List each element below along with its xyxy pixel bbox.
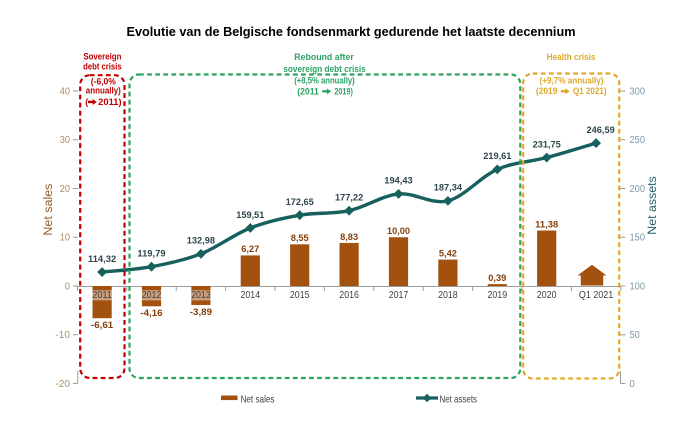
svg-text:-10: -10 bbox=[55, 330, 70, 341]
svg-text:2018: 2018 bbox=[438, 290, 458, 301]
svg-text:2011: 2011 bbox=[92, 290, 112, 301]
svg-text:2017: 2017 bbox=[389, 290, 409, 301]
svg-text:Q1 2021): Q1 2021) bbox=[573, 86, 607, 96]
svg-text:200: 200 bbox=[630, 184, 646, 195]
svg-text:2014: 2014 bbox=[241, 290, 261, 301]
svg-text:2011): 2011) bbox=[98, 97, 121, 107]
svg-text:246,59: 246,59 bbox=[587, 125, 615, 136]
svg-text:-4,16: -4,16 bbox=[140, 308, 162, 319]
svg-text:(: ( bbox=[85, 97, 88, 107]
svg-text:6,27: 6,27 bbox=[241, 244, 259, 255]
svg-text:5,42: 5,42 bbox=[439, 248, 457, 259]
svg-text:40: 40 bbox=[60, 86, 71, 97]
svg-text:187,34: 187,34 bbox=[434, 183, 463, 194]
svg-text:8,55: 8,55 bbox=[291, 233, 310, 244]
svg-text:50: 50 bbox=[630, 330, 641, 341]
svg-text:8,83: 8,83 bbox=[340, 232, 358, 243]
svg-text:Q1 2021: Q1 2021 bbox=[579, 290, 613, 301]
svg-text:30: 30 bbox=[60, 135, 71, 146]
svg-text:-3,89: -3,89 bbox=[190, 307, 212, 318]
svg-text:2020: 2020 bbox=[537, 290, 557, 301]
svg-text:2012: 2012 bbox=[142, 290, 162, 301]
svg-text:Net assets: Net assets bbox=[440, 394, 478, 405]
svg-text:Net sales: Net sales bbox=[43, 183, 55, 235]
svg-text:250: 250 bbox=[630, 135, 646, 146]
svg-text:(+9,7% annually): (+9,7% annually) bbox=[540, 75, 604, 85]
svg-text:114,32: 114,32 bbox=[88, 254, 116, 265]
svg-text:132,98: 132,98 bbox=[187, 236, 216, 247]
svg-text:2019: 2019 bbox=[488, 290, 508, 301]
svg-text:debt crisis: debt crisis bbox=[83, 62, 122, 73]
svg-text:219,61: 219,61 bbox=[483, 151, 512, 162]
svg-text:annually): annually) bbox=[86, 86, 121, 96]
svg-text:Health crisis: Health crisis bbox=[547, 52, 596, 63]
svg-text:sovereign debt crisis: sovereign debt crisis bbox=[283, 64, 366, 75]
svg-text:150: 150 bbox=[630, 233, 646, 244]
svg-text:2015: 2015 bbox=[290, 290, 310, 301]
svg-text:(2019: (2019 bbox=[536, 86, 558, 96]
svg-text:(+8,5% annually): (+8,5% annually) bbox=[294, 75, 355, 85]
svg-text:300: 300 bbox=[630, 86, 646, 97]
svg-text:119,79: 119,79 bbox=[137, 249, 165, 260]
svg-text:(-6,0%: (-6,0% bbox=[91, 76, 116, 86]
svg-text:172,65: 172,65 bbox=[286, 197, 315, 208]
svg-text:Rebound after: Rebound after bbox=[294, 52, 354, 63]
svg-text:Net sales: Net sales bbox=[241, 394, 275, 405]
svg-text:-6,61: -6,61 bbox=[91, 320, 114, 331]
svg-text:11,38: 11,38 bbox=[535, 219, 559, 230]
svg-text:10,00: 10,00 bbox=[387, 226, 410, 237]
svg-text:-20: -20 bbox=[55, 379, 70, 390]
svg-text:0: 0 bbox=[630, 379, 636, 390]
svg-text:(2011: (2011 bbox=[297, 86, 319, 96]
svg-text:Evolutie van de Belgische fond: Evolutie van de Belgische fondsenmarkt g… bbox=[127, 25, 576, 39]
svg-text:194,43: 194,43 bbox=[384, 176, 412, 187]
svg-text:Net assets: Net assets bbox=[647, 176, 659, 235]
svg-text:100: 100 bbox=[630, 281, 646, 292]
svg-text:Sovereign: Sovereign bbox=[83, 52, 121, 63]
svg-text:10: 10 bbox=[60, 233, 71, 244]
svg-text:177,22: 177,22 bbox=[335, 193, 363, 204]
svg-text:2016: 2016 bbox=[339, 290, 359, 301]
svg-text:20: 20 bbox=[60, 184, 71, 195]
svg-text:2019): 2019) bbox=[334, 86, 353, 96]
svg-text:231,75: 231,75 bbox=[533, 139, 562, 150]
svg-text:0,39: 0,39 bbox=[488, 273, 506, 284]
svg-text:0: 0 bbox=[65, 281, 71, 292]
svg-text:2013: 2013 bbox=[191, 290, 211, 301]
svg-text:159,51: 159,51 bbox=[236, 210, 265, 221]
